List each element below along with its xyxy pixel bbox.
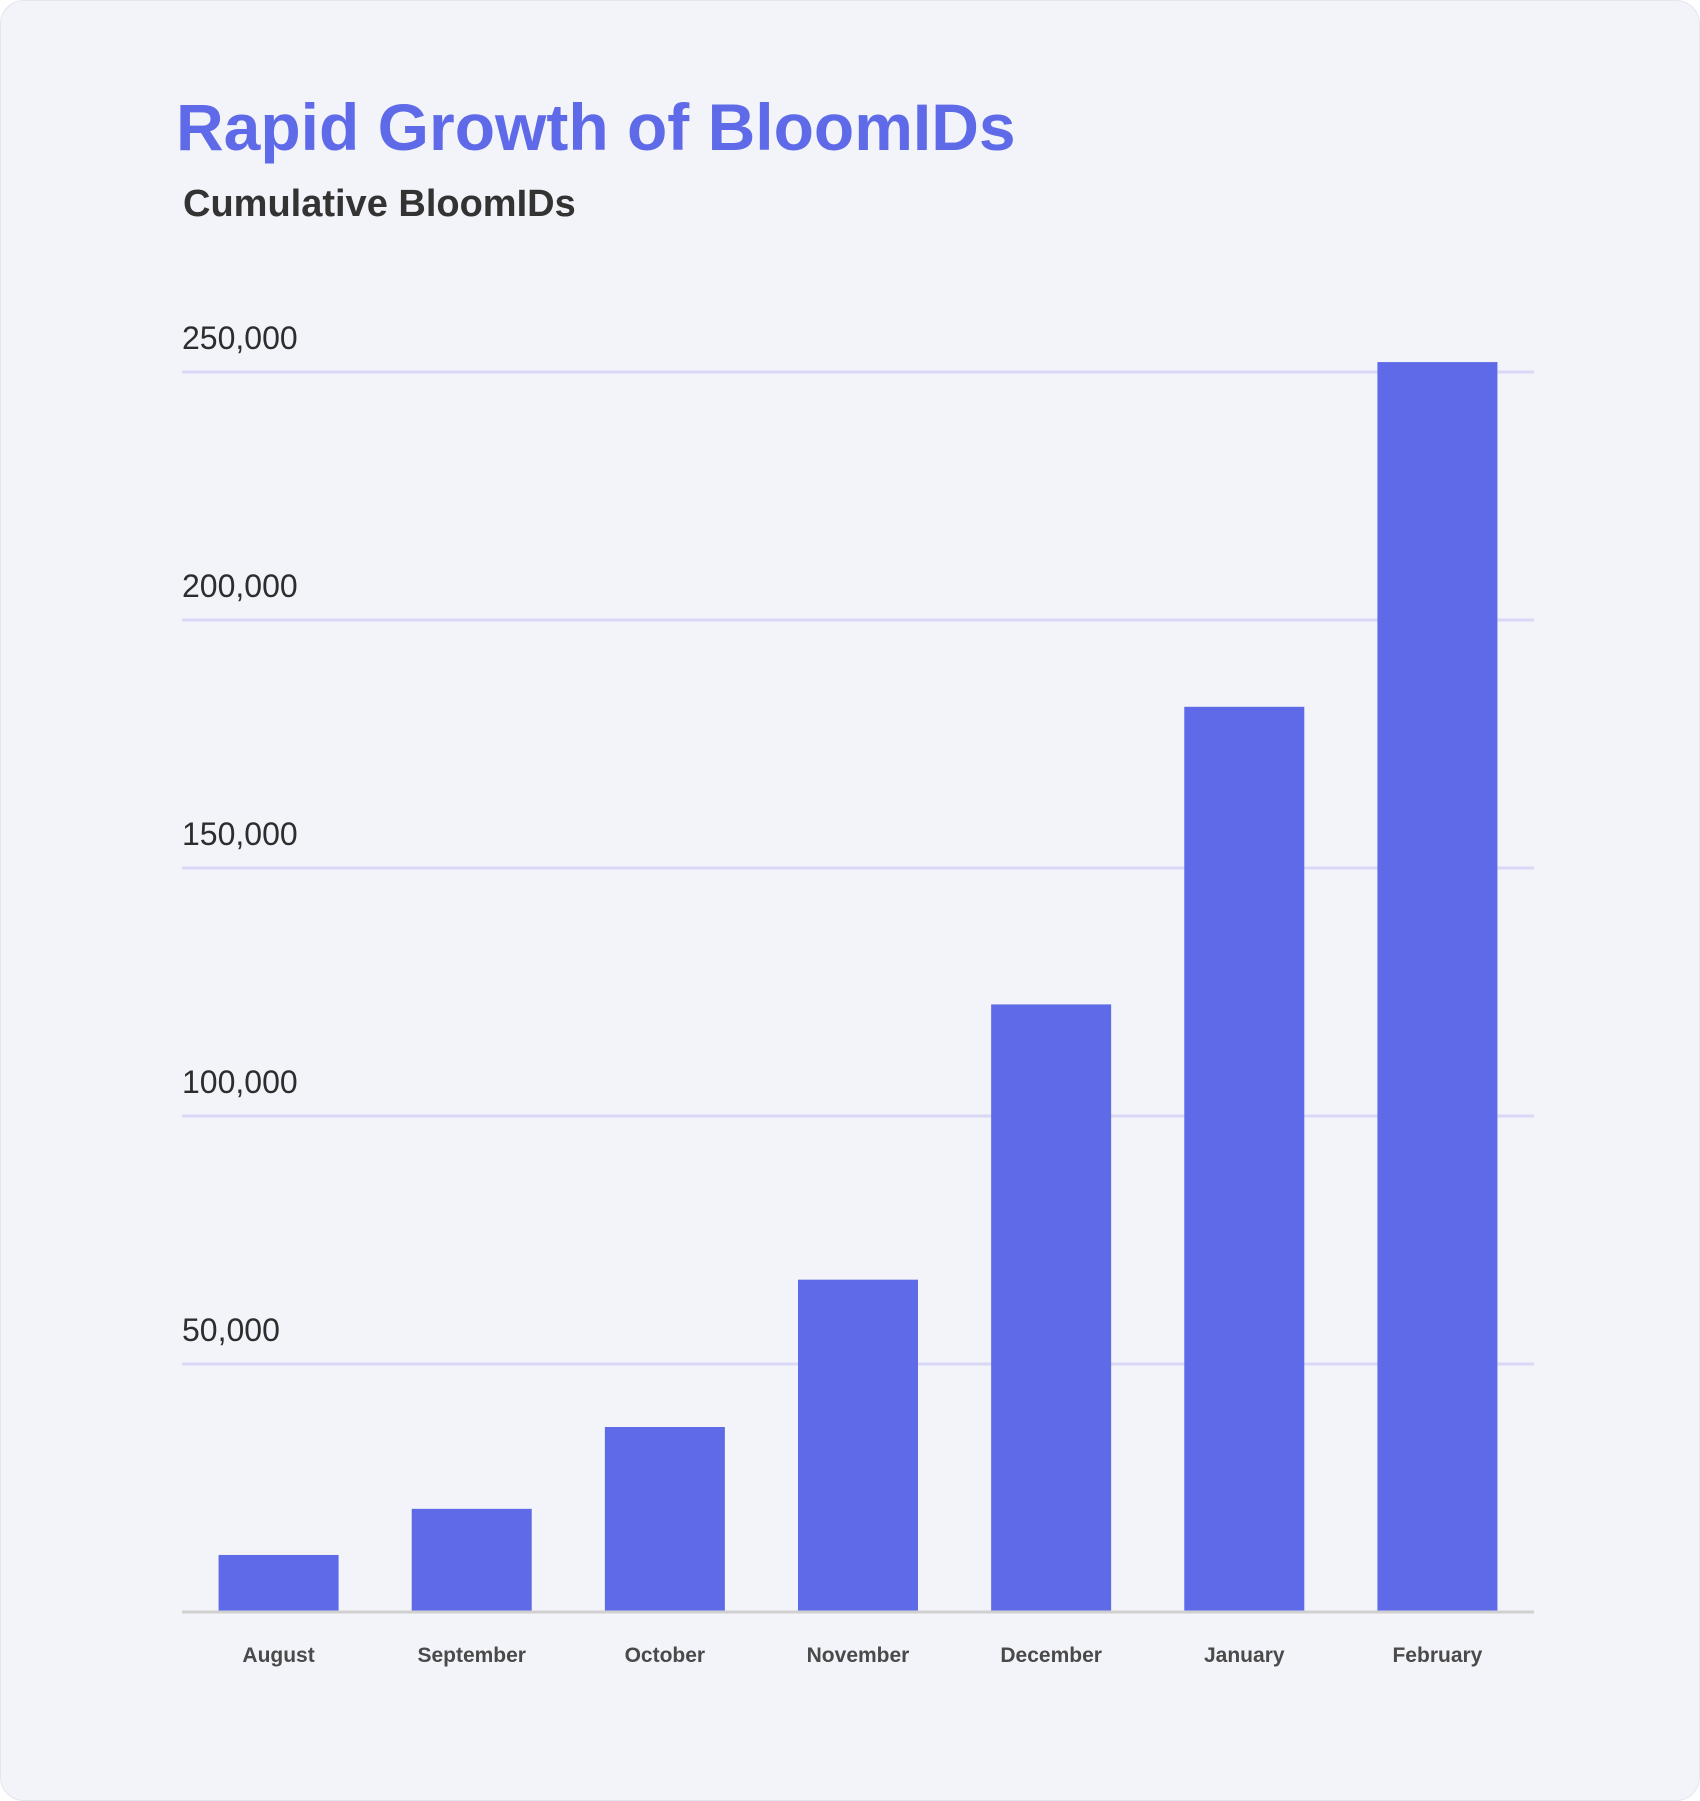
bar-august [218, 1554, 339, 1612]
bar-january [1184, 706, 1305, 1612]
bar-november [798, 1279, 918, 1612]
x-tick-label: January [1204, 1644, 1285, 1667]
bar-september [411, 1508, 532, 1612]
x-tick-label: October [625, 1644, 706, 1667]
bar-october [604, 1426, 725, 1612]
y-tick-label: 150,000 [182, 816, 298, 852]
y-tick-label: 200,000 [182, 568, 298, 604]
x-tick-label: February [1392, 1644, 1482, 1667]
y-tick-label: 250,000 [182, 320, 298, 356]
y-tick-label: 50,000 [182, 1312, 280, 1348]
x-tick-label: August [242, 1644, 314, 1667]
x-tick-label: November [807, 1644, 910, 1667]
bar-december [991, 1004, 1112, 1612]
chart-subtitle: Cumulative BloomIDs [183, 183, 576, 225]
y-tick-label: 100,000 [182, 1064, 298, 1100]
y-axis-tick-labels: 50,000 100,000 150,000 200,000 250,000 [182, 320, 298, 1348]
x-tick-label: September [417, 1644, 526, 1667]
gridlines [182, 370, 1534, 1366]
bars [218, 362, 1498, 1613]
x-tick-label: December [1000, 1644, 1102, 1667]
bar-february [1377, 362, 1498, 1613]
x-axis-category-labels: August September October November December Ja… [242, 1644, 1482, 1667]
chart-title: Rapid Growth of BloomIDs [176, 90, 1016, 164]
